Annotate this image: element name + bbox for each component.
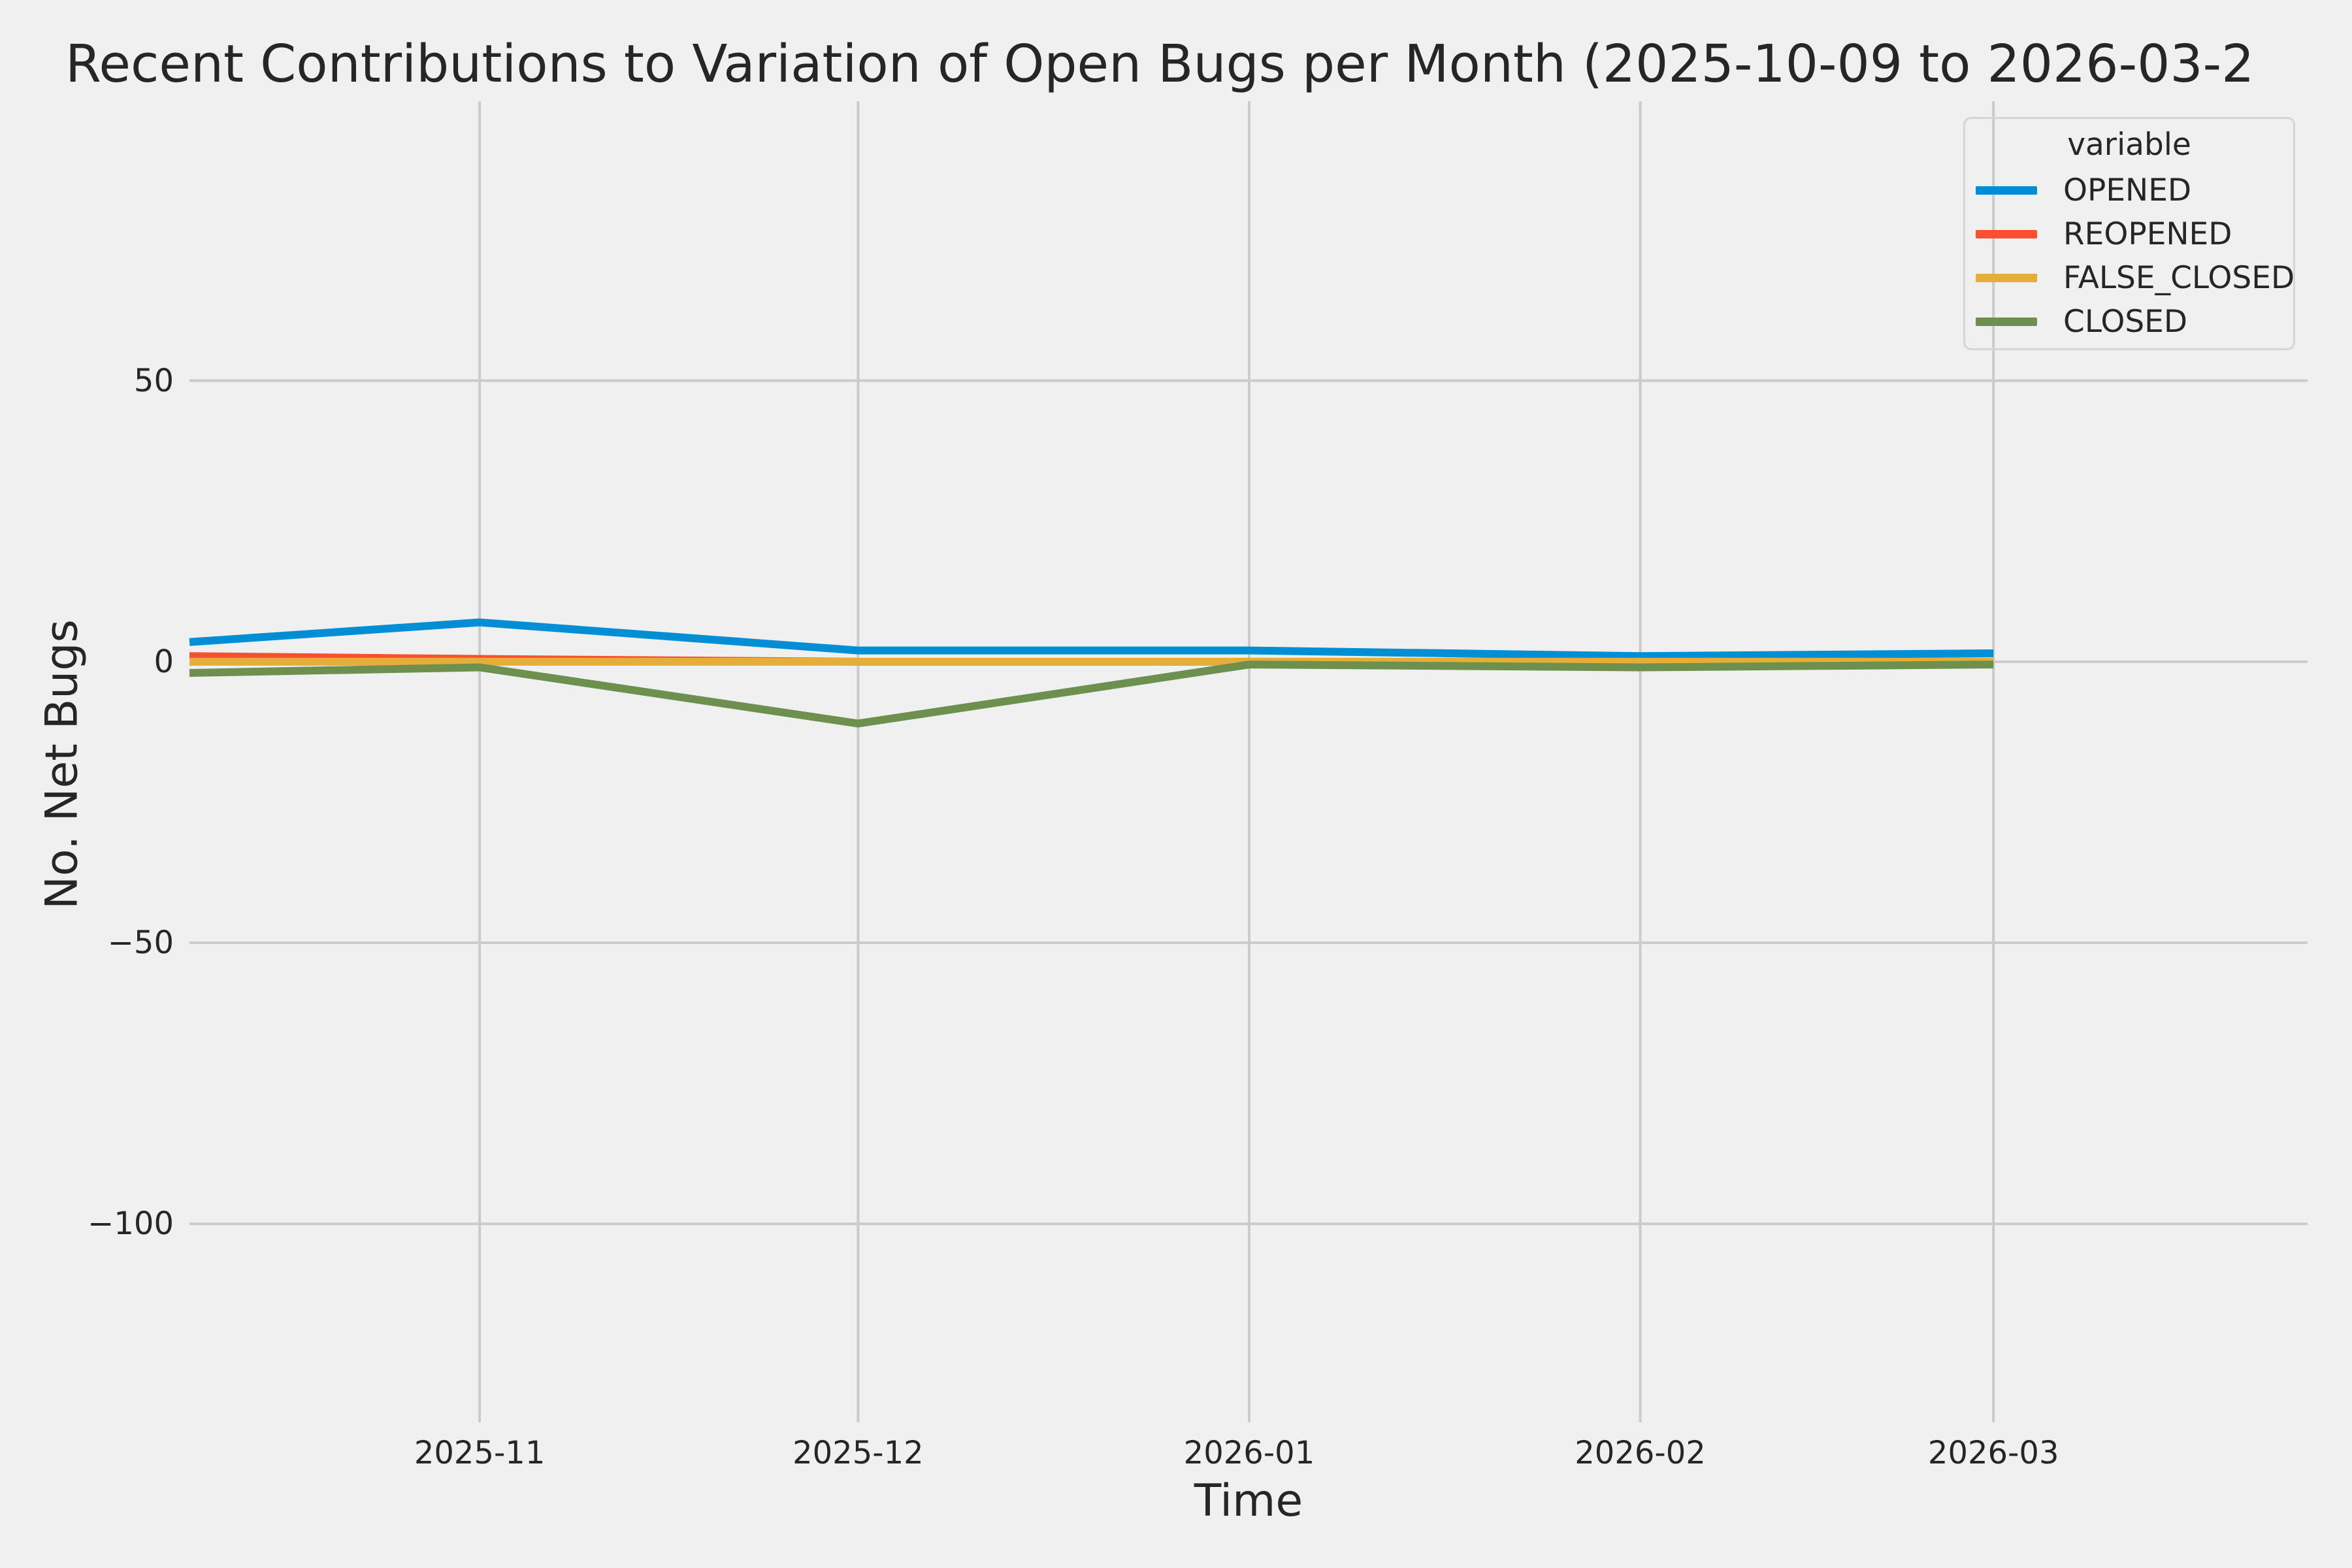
legend-item-label: OPENED <box>2063 172 2192 209</box>
legend-swatch-closed-line <box>1976 318 2037 327</box>
x-tick-label: 2026-01 <box>1183 1435 1315 1471</box>
x-tick-label: 2026-02 <box>1575 1435 1706 1471</box>
legend-item-opened: OPENED <box>1965 169 2293 212</box>
legend-swatch-opened-line <box>1976 186 2037 195</box>
x-tick-label: 2025-12 <box>792 1435 924 1471</box>
legend-item-label: FALSE_CLOSED <box>2063 260 2295 297</box>
y-tick-label: 50 <box>133 362 174 399</box>
legend-title: variable <box>2067 127 2191 163</box>
legend-item-false-closed: FALSE_CLOSED <box>1965 256 2295 300</box>
x-tick-label: 2025-11 <box>414 1435 546 1471</box>
y-tick-label: −100 <box>88 1205 174 1243</box>
legend: variable OPENED REOPENED FALSE_CLOSED CL… <box>1963 117 2295 350</box>
legend-item-reopened: REOPENED <box>1965 212 2293 256</box>
y-tick-label: 0 <box>154 643 174 680</box>
y-tick-label: −50 <box>107 924 174 962</box>
x-axis-label: Time <box>1194 1475 1303 1527</box>
legend-swatch-false-closed-line <box>1976 274 2037 283</box>
chart-title: Recent Contributions to Variation of Ope… <box>65 34 2255 94</box>
x-tick-label: 2026-03 <box>1927 1435 2059 1471</box>
legend-swatch-reopened-line <box>1976 230 2037 239</box>
legend-item-label: CLOSED <box>2063 304 2188 340</box>
series-line-closed <box>189 661 1994 728</box>
legend-item-closed: CLOSED <box>1965 300 2293 344</box>
legend-item-label: REOPENED <box>2063 216 2232 253</box>
series-line-opened <box>189 618 1994 661</box>
